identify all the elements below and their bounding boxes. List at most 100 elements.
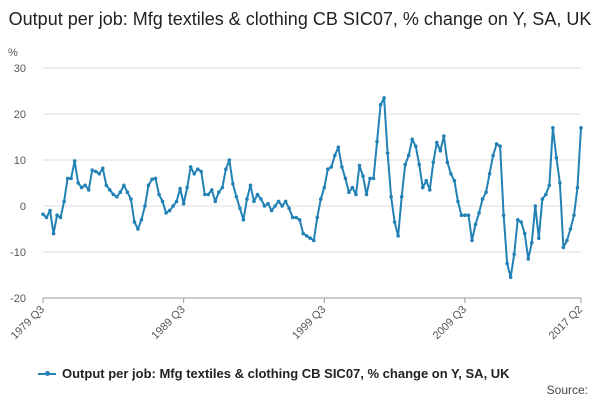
data-point — [424, 178, 429, 183]
data-point — [188, 165, 193, 169]
data-point — [164, 211, 168, 215]
data-point — [533, 204, 538, 208]
data-point — [76, 181, 80, 185]
data-point — [90, 168, 95, 172]
data-point — [413, 144, 418, 148]
data-point — [266, 201, 270, 206]
legend-label: Output per job: Mfg textiles & clothing … — [62, 366, 510, 381]
data-point — [431, 160, 436, 165]
data-point — [392, 220, 397, 224]
data-point — [199, 169, 204, 174]
data-point — [269, 208, 274, 213]
data-point — [375, 139, 379, 144]
data-point — [389, 195, 393, 199]
data-point — [129, 197, 133, 201]
data-point — [515, 218, 520, 222]
data-point — [333, 153, 337, 158]
data-point — [181, 201, 186, 206]
data-point — [561, 245, 566, 250]
data-point — [466, 213, 471, 217]
data-point — [505, 261, 509, 266]
data-point — [438, 149, 443, 153]
data-point — [104, 183, 109, 188]
data-point — [276, 199, 281, 204]
data-point — [347, 190, 351, 194]
data-point — [361, 174, 365, 178]
data-point — [484, 190, 488, 194]
data-point — [420, 185, 425, 190]
series-layer — [41, 96, 583, 280]
data-point — [241, 218, 246, 222]
x-tick-label: 2017 Q2 — [547, 304, 585, 342]
data-point — [311, 238, 316, 243]
data-point — [336, 145, 341, 149]
data-point — [283, 199, 288, 204]
data-point — [178, 186, 182, 191]
y-tick-label: -20 — [10, 293, 26, 305]
data-point — [442, 134, 446, 138]
data-point — [512, 252, 516, 257]
data-point — [83, 183, 87, 188]
x-tick-label: 2009 Q3 — [431, 304, 469, 342]
axes: -20 -10 0 10 20 30 1979 Q3 1989 Q3 1999 Q3 2009 Q… — [9, 63, 585, 342]
data-point — [568, 227, 573, 231]
data-point — [220, 185, 225, 190]
data-point — [252, 199, 256, 204]
data-point — [572, 213, 576, 217]
data-point — [449, 172, 453, 176]
data-point — [396, 234, 400, 238]
data-point — [290, 215, 295, 220]
data-point — [41, 212, 45, 217]
x-tick-label: 1989 Q3 — [149, 304, 187, 342]
data-point — [93, 169, 98, 174]
data-point — [565, 238, 569, 243]
data-point — [245, 197, 249, 201]
data-point — [195, 167, 200, 171]
legend-line-marker-icon — [38, 370, 56, 376]
data-point — [238, 206, 242, 211]
data-point — [368, 176, 372, 181]
data-point — [445, 160, 450, 165]
data-point — [540, 197, 545, 201]
data-point — [273, 204, 277, 208]
data-point — [51, 231, 56, 236]
data-point — [174, 199, 179, 204]
data-point — [206, 192, 211, 197]
data-point — [224, 167, 228, 171]
data-point — [234, 195, 239, 199]
data-point — [86, 188, 91, 192]
data-point — [498, 144, 502, 148]
data-point — [508, 275, 513, 280]
data-point — [575, 185, 580, 190]
data-point — [44, 215, 49, 220]
data-point — [132, 220, 137, 224]
data-point — [108, 188, 112, 192]
y-tick-label: -10 — [10, 247, 26, 259]
data-point — [322, 185, 327, 190]
legend: Output per job: Mfg textiles & clothing … — [38, 366, 510, 381]
data-point — [480, 197, 485, 201]
data-point — [519, 220, 524, 224]
data-point — [122, 183, 126, 188]
data-point — [143, 204, 147, 208]
data-point — [202, 192, 207, 197]
gridlines — [43, 67, 581, 299]
chart-title: Output per job: Mfg textiles & clothing … — [8, 9, 592, 29]
y-axis-unit-label: % — [8, 47, 18, 59]
data-point — [146, 183, 151, 188]
data-point — [55, 213, 59, 217]
data-point — [213, 199, 218, 204]
data-point — [473, 222, 478, 227]
data-point — [308, 236, 313, 240]
data-point — [287, 206, 291, 211]
y-tick-label: 10 — [14, 155, 26, 167]
data-point — [406, 153, 411, 158]
data-point — [139, 218, 144, 222]
data-point — [382, 96, 386, 100]
y-tick-label: 30 — [14, 63, 26, 75]
data-point — [150, 177, 154, 182]
data-point — [227, 158, 232, 162]
data-point — [544, 192, 548, 197]
data-point — [217, 190, 221, 194]
data-point — [364, 192, 369, 197]
